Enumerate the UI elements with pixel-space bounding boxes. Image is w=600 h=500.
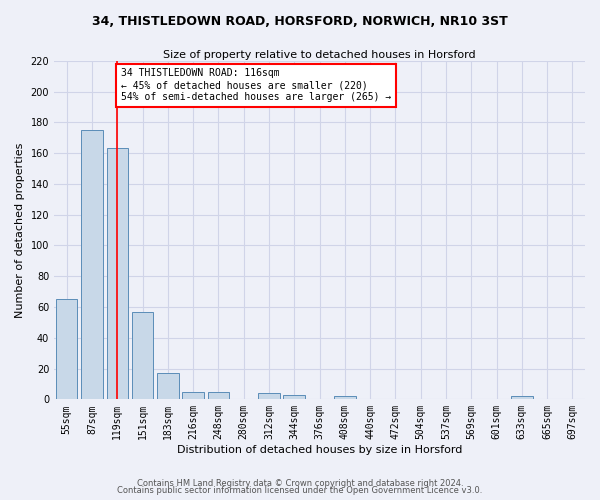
Text: 34 THISTLEDOWN ROAD: 116sqm
← 45% of detached houses are smaller (220)
54% of se: 34 THISTLEDOWN ROAD: 116sqm ← 45% of det… <box>121 68 391 102</box>
Bar <box>334 396 356 400</box>
Text: Contains public sector information licensed under the Open Government Licence v3: Contains public sector information licen… <box>118 486 482 495</box>
Bar <box>182 392 204 400</box>
Text: 34, THISTLEDOWN ROAD, HORSFORD, NORWICH, NR10 3ST: 34, THISTLEDOWN ROAD, HORSFORD, NORWICH,… <box>92 15 508 28</box>
Bar <box>157 373 179 400</box>
Y-axis label: Number of detached properties: Number of detached properties <box>15 142 25 318</box>
Bar <box>132 312 153 400</box>
Bar <box>258 393 280 400</box>
Bar <box>511 396 533 400</box>
Title: Size of property relative to detached houses in Horsford: Size of property relative to detached ho… <box>163 50 476 60</box>
Bar <box>208 392 229 400</box>
Bar <box>56 300 77 400</box>
Bar <box>81 130 103 400</box>
X-axis label: Distribution of detached houses by size in Horsford: Distribution of detached houses by size … <box>177 445 462 455</box>
Bar <box>283 394 305 400</box>
Text: Contains HM Land Registry data © Crown copyright and database right 2024.: Contains HM Land Registry data © Crown c… <box>137 478 463 488</box>
Bar <box>107 148 128 400</box>
